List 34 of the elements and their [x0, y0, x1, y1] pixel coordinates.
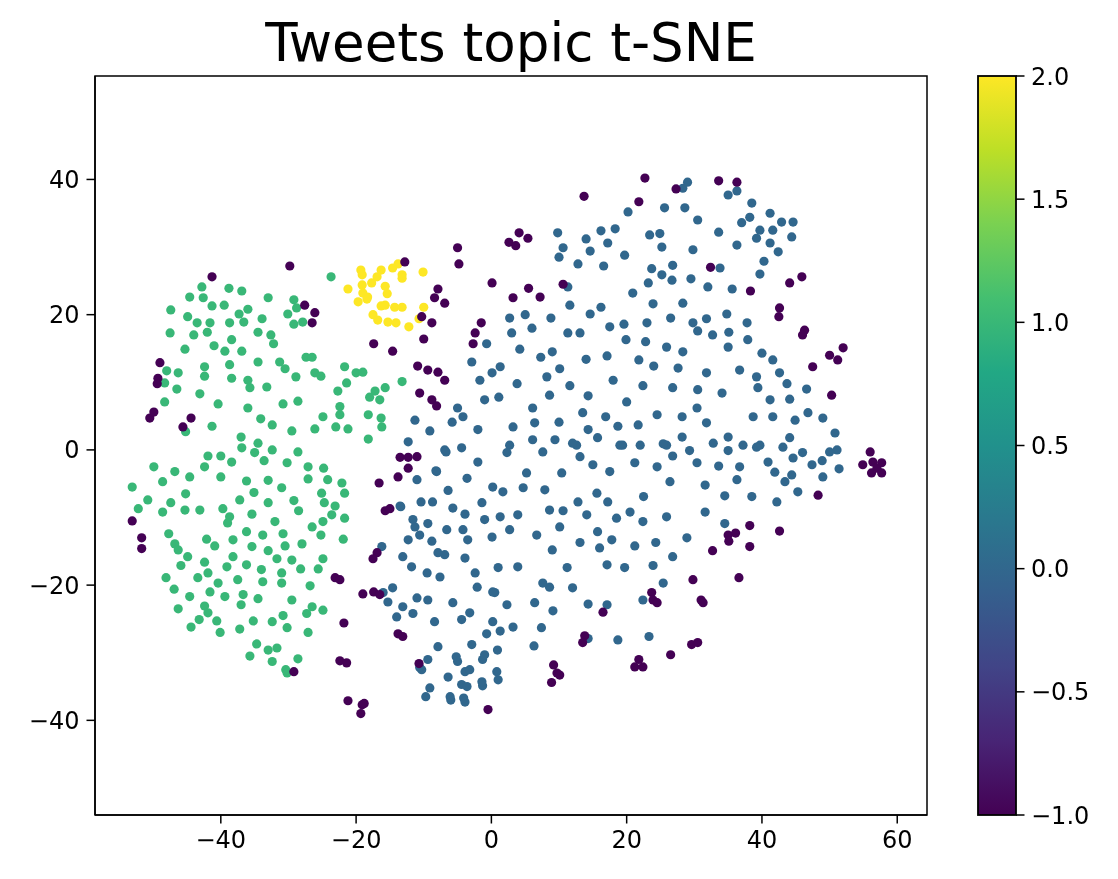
color-bar-label: −0.5 — [1031, 678, 1090, 707]
point — [373, 315, 383, 325]
chart-title: Tweets topic t-SNE — [264, 12, 757, 73]
point — [390, 302, 400, 312]
point — [353, 297, 363, 307]
x-tick-label: 20 — [611, 825, 642, 854]
point — [419, 302, 429, 312]
x-tick-label: −20 — [330, 825, 382, 854]
point — [383, 317, 393, 327]
y-tick-label: 0 — [64, 436, 80, 465]
point — [404, 322, 414, 332]
color-bar-label: 1.5 — [1031, 185, 1070, 214]
point — [391, 318, 401, 328]
color-bar-label: 0.0 — [1031, 555, 1070, 584]
x-tick-label: 0 — [483, 825, 500, 854]
point — [382, 289, 392, 299]
color-bar-label: 1.0 — [1031, 308, 1070, 337]
x-tick-label: 60 — [881, 825, 913, 854]
point — [357, 280, 367, 290]
point — [397, 302, 407, 312]
color-bar-label: 0.5 — [1031, 432, 1070, 461]
point — [418, 267, 428, 277]
y-tick-label: 40 — [48, 165, 80, 194]
point — [367, 278, 377, 288]
point — [372, 272, 382, 282]
point — [357, 270, 367, 280]
y-tick-label: −40 — [28, 706, 80, 735]
color-bar-label: −1.0 — [1031, 801, 1090, 830]
point — [343, 284, 353, 294]
color-bar-label: 2.0 — [1031, 62, 1070, 91]
x-tick-label: 40 — [746, 825, 778, 854]
y-tick-label: 20 — [48, 301, 80, 330]
y-tick-label: −20 — [28, 571, 80, 600]
x-tick-label: −40 — [195, 825, 247, 854]
